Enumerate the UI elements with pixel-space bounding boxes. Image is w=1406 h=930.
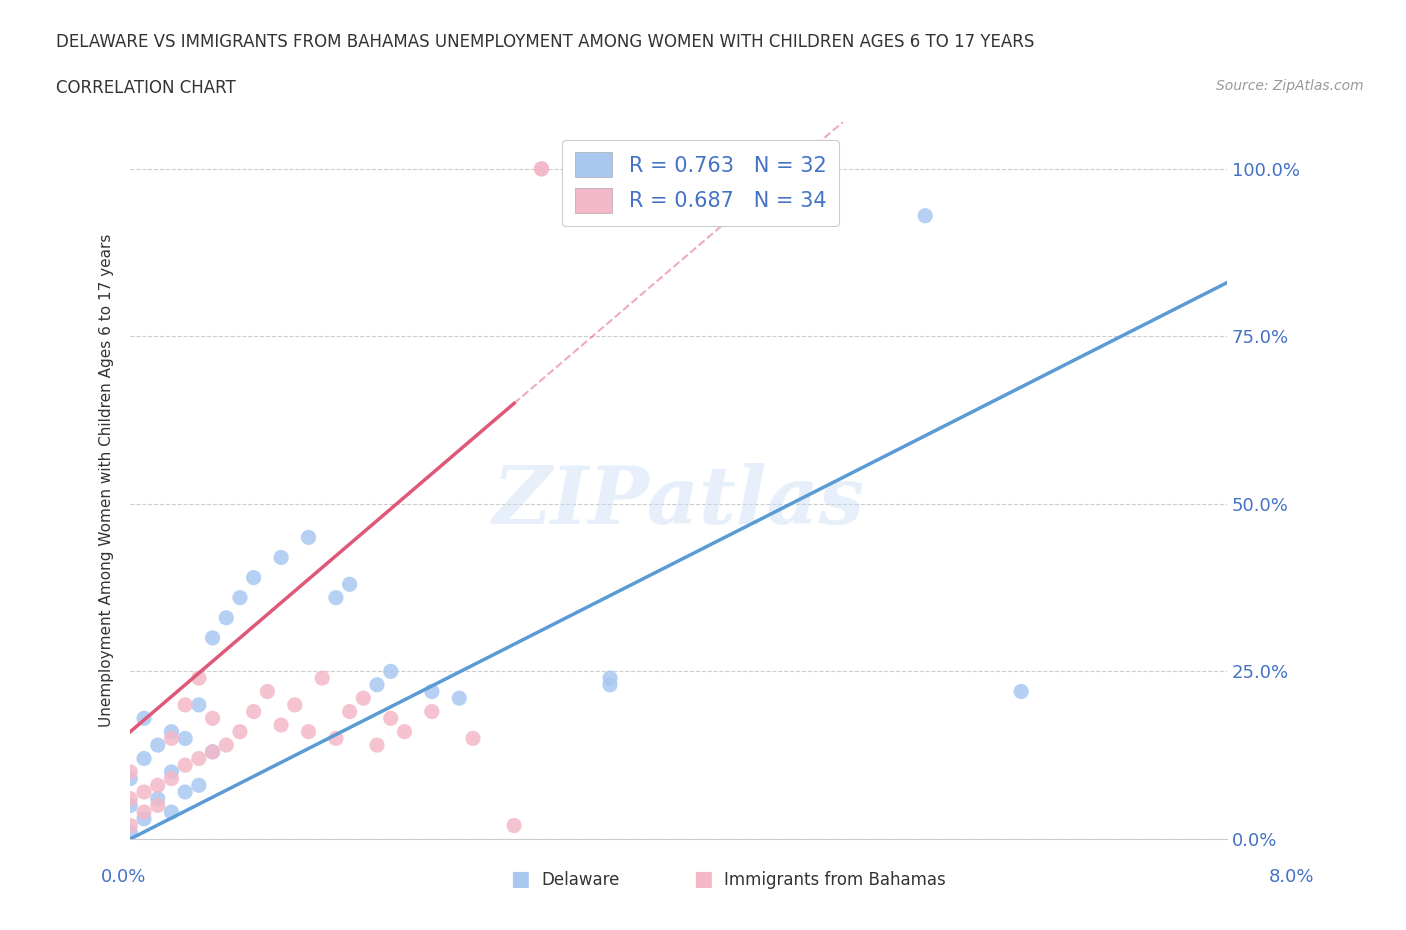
- Text: Source: ZipAtlas.com: Source: ZipAtlas.com: [1216, 79, 1364, 93]
- Point: [339, 577, 361, 591]
- Point: [449, 691, 471, 706]
- Text: ■: ■: [693, 870, 713, 889]
- Point: [242, 570, 264, 585]
- Point: [201, 744, 224, 759]
- Point: [215, 737, 238, 752]
- Text: 0.0%: 0.0%: [101, 868, 146, 886]
- Point: [120, 798, 142, 813]
- Point: [311, 671, 333, 685]
- Point: [420, 704, 443, 719]
- Point: [120, 818, 142, 833]
- Point: [132, 751, 155, 766]
- Point: [187, 671, 209, 685]
- Point: [229, 591, 252, 605]
- Point: [187, 751, 209, 766]
- Point: [174, 731, 197, 746]
- Point: [160, 731, 183, 746]
- Point: [132, 804, 155, 819]
- Point: [297, 724, 319, 739]
- Point: [270, 550, 292, 565]
- Point: [120, 791, 142, 806]
- Point: [174, 698, 197, 712]
- Point: [325, 731, 347, 746]
- Point: [201, 744, 224, 759]
- Point: [394, 724, 416, 739]
- Text: DELAWARE VS IMMIGRANTS FROM BAHAMAS UNEMPLOYMENT AMONG WOMEN WITH CHILDREN AGES : DELAWARE VS IMMIGRANTS FROM BAHAMAS UNEM…: [56, 33, 1035, 50]
- Text: CORRELATION CHART: CORRELATION CHART: [56, 79, 236, 97]
- Point: [160, 804, 183, 819]
- Point: [187, 698, 209, 712]
- Point: [599, 671, 621, 685]
- Point: [284, 698, 307, 712]
- Point: [530, 162, 553, 177]
- Point: [132, 785, 155, 800]
- Point: [132, 711, 155, 725]
- Point: [160, 724, 183, 739]
- Point: [366, 677, 388, 692]
- Point: [242, 704, 264, 719]
- Point: [120, 825, 142, 840]
- Point: [174, 758, 197, 773]
- Y-axis label: Unemployment Among Women with Children Ages 6 to 17 years: Unemployment Among Women with Children A…: [100, 233, 114, 727]
- Point: [461, 731, 484, 746]
- Point: [174, 785, 197, 800]
- Point: [297, 530, 319, 545]
- Point: [380, 711, 402, 725]
- Point: [201, 631, 224, 645]
- Point: [146, 777, 169, 792]
- Point: [1010, 684, 1032, 699]
- Point: [132, 811, 155, 826]
- Text: ZIPatlas: ZIPatlas: [492, 463, 865, 540]
- Point: [146, 737, 169, 752]
- Point: [146, 798, 169, 813]
- Text: ■: ■: [510, 870, 530, 889]
- Point: [599, 677, 621, 692]
- Point: [215, 610, 238, 625]
- Point: [120, 771, 142, 786]
- Text: Immigrants from Bahamas: Immigrants from Bahamas: [724, 871, 946, 889]
- Point: [420, 684, 443, 699]
- Point: [201, 711, 224, 725]
- Point: [380, 664, 402, 679]
- Point: [120, 764, 142, 779]
- Legend: R = 0.763   N = 32, R = 0.687   N = 34: R = 0.763 N = 32, R = 0.687 N = 34: [562, 140, 839, 226]
- Point: [366, 737, 388, 752]
- Point: [339, 704, 361, 719]
- Point: [146, 791, 169, 806]
- Point: [325, 591, 347, 605]
- Text: 8.0%: 8.0%: [1270, 868, 1315, 886]
- Point: [160, 771, 183, 786]
- Point: [229, 724, 252, 739]
- Point: [914, 208, 936, 223]
- Point: [160, 764, 183, 779]
- Point: [530, 162, 553, 177]
- Point: [503, 818, 526, 833]
- Text: Delaware: Delaware: [541, 871, 620, 889]
- Point: [270, 718, 292, 733]
- Point: [187, 777, 209, 792]
- Point: [352, 691, 374, 706]
- Point: [256, 684, 278, 699]
